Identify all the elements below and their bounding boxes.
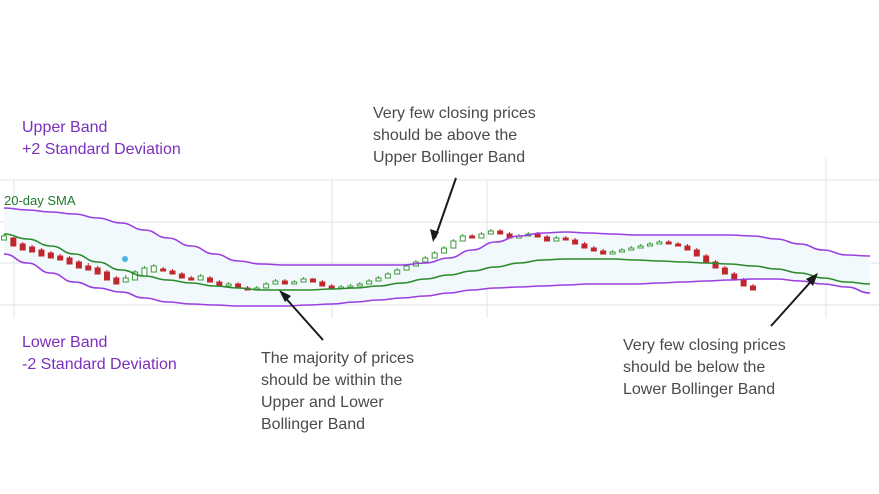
candle-up [450,240,457,249]
arrow-above [434,177,457,239]
candle-up [197,275,204,281]
annotation-within-line-2: should be within the [261,372,403,389]
candle-down [103,271,110,281]
candle-down [206,277,213,283]
candle-down [749,285,756,291]
candle-up [263,283,270,289]
candle-down [309,278,316,283]
candle-up [394,269,401,275]
annotation-above-line-1: Very few closing prices [373,105,536,122]
candle-up [422,257,429,263]
candle-up [459,235,466,242]
candle-up [384,273,391,279]
candle-down [169,270,176,275]
lower-band-label-2: -2 Standard Deviation [22,356,177,373]
candle-up [356,283,363,287]
lower-band-label-1: Lower Band [22,334,107,351]
candle-down [469,235,476,239]
upper-band-line [3,207,871,266]
candle-down [721,267,728,275]
band-marker [122,256,128,262]
annotation-within-line-3: Upper and Lower [261,394,384,411]
candle-down [47,252,54,259]
candle-down [328,285,335,289]
candle-down [693,249,700,257]
candle-up [553,237,560,242]
candle-up [366,280,373,285]
arrow-below [770,276,816,327]
annotation-below-line-2: should be below the [623,359,765,376]
candle-up [609,251,616,255]
candle-up [375,277,382,282]
candle-up [132,271,139,281]
candle-up [272,280,279,285]
candle-down [581,243,588,249]
candle-down [160,268,167,272]
candle-down [178,273,185,279]
annotation-within-line-1: The majority of prices [261,350,414,367]
candle-down [94,267,101,275]
candle-up [487,230,494,235]
candle-down [665,241,672,245]
candle-down [740,279,747,287]
annotation-arrows [279,177,818,341]
candle-down [497,230,504,235]
sma-line [3,233,871,291]
candle-up [431,252,438,259]
candle-up [291,281,298,285]
candle-up [637,245,644,249]
candle-down [19,243,26,251]
candle-up [225,283,232,287]
annotation-below-line-1: Very few closing prices [623,337,786,354]
candle-down [85,265,92,271]
candle-up [300,278,307,283]
arrow-within [281,293,324,341]
arrowhead-below [806,273,818,286]
candle-up [141,267,148,277]
candle-down [57,255,64,261]
arrowhead-above [430,229,439,242]
candle-down [188,277,195,281]
candle-down [562,237,569,241]
candle-up [403,265,410,271]
candle-down [712,261,719,269]
candle-down [281,280,288,285]
candle-down [75,261,82,269]
candle-down [544,236,551,242]
annotation-above-line-3: Upper Bollinger Band [373,149,525,166]
sma-label: 20-day SMA [4,193,76,208]
candle-down [38,249,45,257]
candle-down [319,281,326,287]
candle-up [122,277,129,283]
candle-down [572,239,579,245]
candle-down [10,237,17,247]
candle-down [590,247,597,252]
candle-down [113,277,120,285]
candle-down [600,250,607,255]
candle-up [150,265,157,273]
candle-down [29,246,36,253]
candle-up [618,249,625,253]
candles [1,229,756,291]
upper-band-label-1: Upper Band [22,119,107,136]
lower-band-line [3,253,871,307]
annotation-above-line-2: should be above the [373,127,517,144]
candle-up [628,247,635,251]
upper-band-label-2: +2 Standard Deviation [22,141,181,158]
annotation-within-line-4: Bollinger Band [261,416,365,433]
candle-up [1,235,7,241]
candle-up [646,243,653,247]
candle-down [534,233,541,238]
candle-up [478,233,485,239]
candle-up [656,241,663,245]
candle-down [684,245,691,251]
candle-down [703,255,710,263]
candle-down [675,243,682,247]
annotation-below-line-3: Lower Bollinger Band [623,381,775,398]
candle-down [66,257,73,265]
arrowhead-within [279,290,291,302]
candle-up [441,247,448,254]
